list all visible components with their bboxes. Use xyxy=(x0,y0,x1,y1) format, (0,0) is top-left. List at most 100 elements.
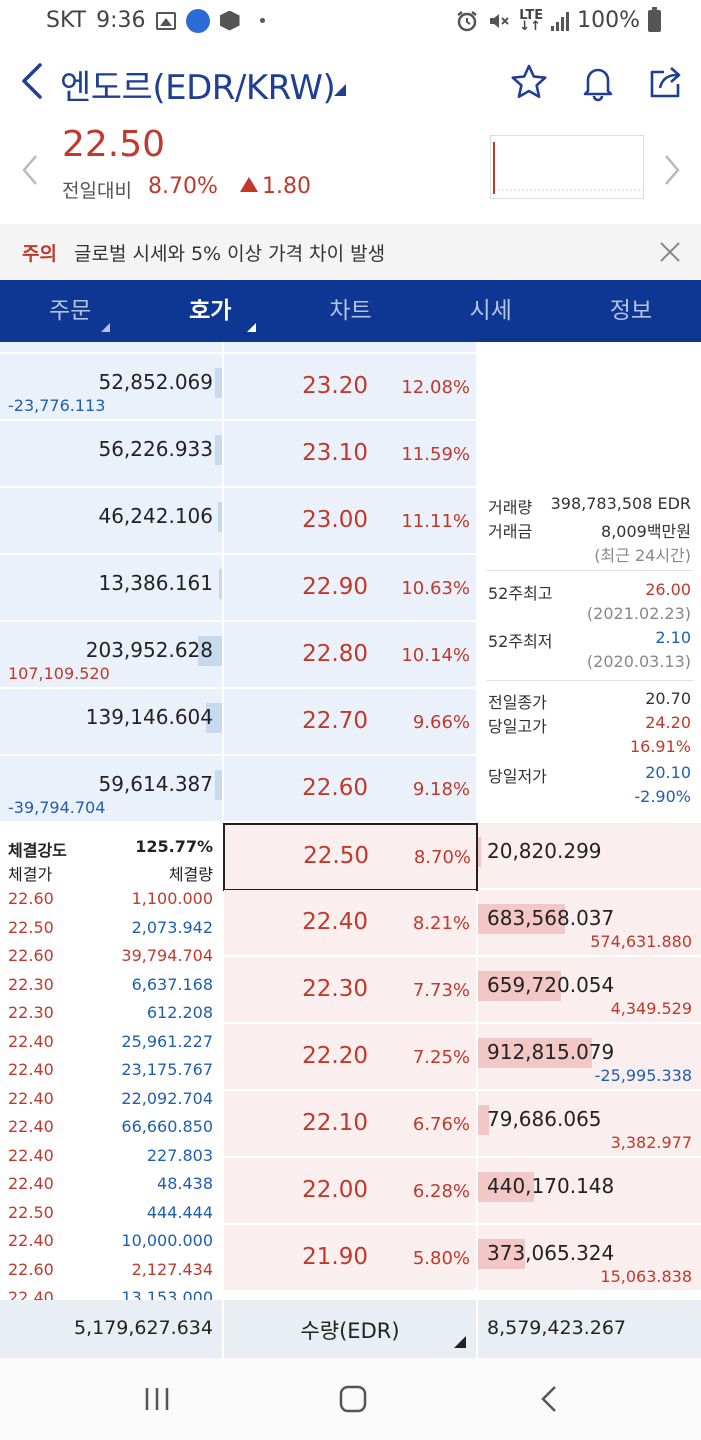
trade-price-header: 체결가 xyxy=(8,865,53,884)
bid-qty-change: 4,349.529 xyxy=(610,999,692,1018)
bid-depth-bar xyxy=(478,1038,592,1068)
bid-qty-cell[interactable]: 79,686.065 3,382.977 xyxy=(478,1091,701,1156)
bid-qty-cell[interactable]: 20,820.299 xyxy=(478,823,701,888)
trade-price: 22.50 xyxy=(8,917,54,937)
ask-depth-bar xyxy=(219,569,222,599)
ask-qty-cell[interactable]: 52,852.069 -23,776.113 xyxy=(0,354,222,419)
change-amount: 1.80 xyxy=(240,174,311,199)
ask-depth-bar xyxy=(215,368,222,398)
tab-info[interactable]: 정보 xyxy=(609,298,653,324)
bid-qty-cell[interactable]: 683,568.037 574,631.880 xyxy=(478,890,701,955)
ask-price: 23.20 xyxy=(302,373,368,399)
system-nav-bar xyxy=(0,1358,701,1440)
ask-qty-cell[interactable]: 13,386.161 xyxy=(0,555,222,620)
ask-price-row[interactable]: 22.70 9.66% xyxy=(224,689,476,754)
ask-qty-cell[interactable]: 46,242.106 xyxy=(0,488,222,553)
totals-bar: 5,179,627.634 수량(EDR) 8,579,423.267 xyxy=(0,1300,701,1358)
star-icon[interactable] xyxy=(509,62,549,102)
prev-coin-icon[interactable] xyxy=(20,152,40,188)
bid-price-row[interactable]: 22.40 8.21% xyxy=(224,890,476,955)
ask-price: 22.70 xyxy=(302,708,368,734)
trade-price: 22.60 xyxy=(8,946,54,965)
price-summary: 22.50 전일대비 8.70% 1.80 xyxy=(0,124,701,224)
ask-qty: 13,386.161 xyxy=(98,571,213,595)
ask-price-row[interactable]: 22.60 9.18% xyxy=(224,756,476,821)
close-icon[interactable] xyxy=(658,240,682,264)
bid-qty-cell[interactable]: 373,065.324 15,063.838 xyxy=(478,1225,701,1290)
ask-price: 22.90 xyxy=(302,574,368,600)
order-book[interactable]: 거래량 398,783,508 EDR 거래금 8,009백만원 (최근 24시간)… xyxy=(0,342,701,1300)
unit-caret-icon xyxy=(454,1336,466,1348)
tab-quotes[interactable]: 시세 xyxy=(469,298,512,324)
ask-qty: 52,852.069 xyxy=(98,370,213,394)
tab-order[interactable]: 주문 xyxy=(0,280,140,342)
bid-price-row[interactable]: 21.90 5.80% xyxy=(224,1225,476,1290)
ask-percent: 12.08% xyxy=(401,377,470,398)
mini-chart[interactable] xyxy=(490,135,644,199)
bid-depth-bar xyxy=(478,1239,525,1269)
tab-chart[interactable]: 차트 xyxy=(329,298,372,324)
nav-back-icon[interactable] xyxy=(536,1384,562,1414)
ask-qty-cell[interactable]: 56,226.933 xyxy=(0,421,222,486)
bid-qty-cell[interactable]: 659,720.054 4,349.529 xyxy=(478,957,701,1022)
bell-icon[interactable] xyxy=(578,62,618,102)
battery-icon xyxy=(648,6,661,32)
period-note: (최근 24시간) xyxy=(594,546,691,565)
ask-qty-cell[interactable]: 203,952.628 107,109.520 xyxy=(0,622,222,687)
recents-icon[interactable] xyxy=(142,1384,172,1414)
ask-qty-change: 107,109.520 xyxy=(8,664,110,683)
ask-qty-cell[interactable]: 59,614.387 -39,794.704 xyxy=(0,756,222,821)
title-dropdown-icon[interactable] xyxy=(334,84,346,96)
trade-price: 22.40 xyxy=(8,1231,54,1250)
ask-qty: 139,146.604 xyxy=(85,705,213,729)
bid-qty-cell[interactable]: 912,815.079 -25,995.338 xyxy=(478,1024,701,1089)
bid-price-row[interactable]: 22.20 7.25% xyxy=(224,1024,476,1089)
bid-price: 21.90 xyxy=(302,1244,368,1270)
unit-selector[interactable]: 수량(EDR) xyxy=(224,1300,476,1358)
bid-qty: 373,065.324 xyxy=(487,1241,615,1265)
bid-depth-bar xyxy=(478,1172,534,1202)
current-price: 22.50 xyxy=(62,124,166,165)
ask-price-row[interactable]: 22.90 10.63% xyxy=(224,555,476,620)
scrolled-ask-cell xyxy=(0,342,222,352)
trade-price: 22.40 xyxy=(8,1031,54,1051)
bid-price-row[interactable]: 22.30 7.73% xyxy=(224,957,476,1022)
trade-row: 22.40 25,961.227 xyxy=(0,1032,222,1060)
bid-price-row[interactable]: 22.10 6.76% xyxy=(224,1091,476,1156)
bid-price-row[interactable]: 22.00 6.28% xyxy=(224,1158,476,1223)
notice-tag: 주의 xyxy=(22,243,57,265)
bid-price: 22.10 xyxy=(302,1110,368,1136)
trade-row: 22.50 2,073.942 xyxy=(0,918,222,946)
home-icon[interactable] xyxy=(337,1384,369,1414)
page-title[interactable]: 엔도르(EDR/KRW) xyxy=(60,68,336,108)
tab-order-caret-icon xyxy=(101,323,111,332)
ask-price-row[interactable]: 23.10 11.59% xyxy=(224,421,476,486)
tab-bar: 주문 호가 차트 시세 정보 xyxy=(0,280,701,342)
ask-price-row[interactable]: 22.80 10.14% xyxy=(224,622,476,687)
bid-qty-cell[interactable]: 440,170.148 xyxy=(478,1158,701,1223)
low52-value: 2.10 xyxy=(655,628,691,647)
tab-orderbook[interactable]: 호가 xyxy=(140,280,280,342)
hex-icon xyxy=(219,10,240,31)
day-low-label: 당일저가 xyxy=(488,767,547,786)
trade-qty: 48.438 xyxy=(157,1174,213,1193)
bid-price: 22.00 xyxy=(302,1177,368,1203)
back-icon[interactable] xyxy=(16,60,52,102)
trade-qty: 6,637.168 xyxy=(131,974,213,994)
ask-depth-bar xyxy=(197,636,222,666)
ask-price-row[interactable]: 23.00 11.11% xyxy=(224,488,476,553)
ask-price: 22.60 xyxy=(302,775,368,801)
bid-qty: 440,170.148 xyxy=(487,1174,615,1198)
next-coin-icon[interactable] xyxy=(662,152,682,188)
lte-icon: LTE ↓↑ xyxy=(519,7,544,34)
ask-qty: 59,614.387 xyxy=(98,772,213,796)
bid-percent: 6.28% xyxy=(412,1181,470,1202)
recent-trades[interactable]: 체결강도 125.77% 체결가 체결량 22.60 1,100.000 22.50… xyxy=(0,823,222,1300)
trade-qty: 10,000.000 xyxy=(121,1231,213,1250)
current-price-row[interactable]: 22.50 8.70% xyxy=(223,823,478,891)
ask-price-row[interactable]: 23.20 12.08% xyxy=(224,354,476,419)
bid-percent: 5.80% xyxy=(412,1248,470,1269)
ask-qty-cell[interactable]: 139,146.604 xyxy=(0,689,222,754)
share-icon[interactable] xyxy=(646,62,686,102)
day-high-label: 당일고가 xyxy=(488,717,547,736)
